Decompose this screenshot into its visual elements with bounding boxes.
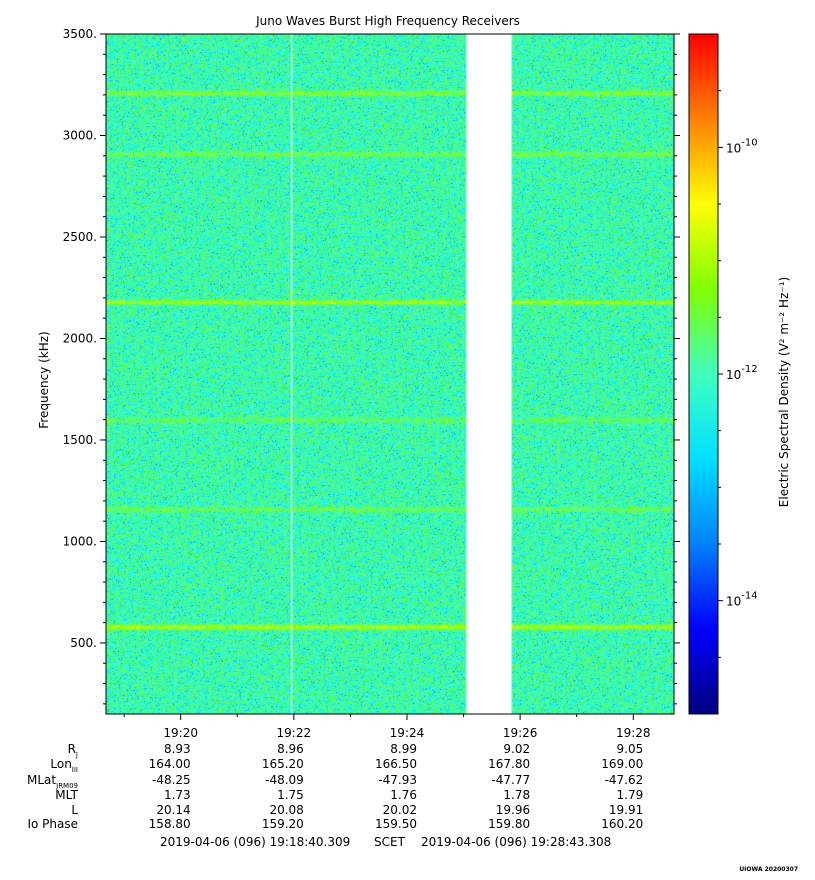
y-axis-label: Frequency (kHz)	[37, 331, 51, 428]
footer-end-time: 2019-04-06 (096) 19:28:43.308	[421, 835, 611, 849]
ephemeris-row-label: LonIII	[50, 757, 78, 774]
footer-start-time: 2019-04-06 (096) 19:18:40.309	[160, 835, 350, 849]
ephemeris-value: 169.00	[601, 757, 643, 771]
ephemeris-row-label: MLT	[55, 788, 78, 802]
ephemeris-value: 1.76	[390, 788, 417, 802]
ephemeris-value: 1.75	[277, 788, 304, 802]
x-tick-label: 19:26	[503, 726, 538, 740]
colorbar-tick-label: 10-10	[726, 137, 758, 155]
ephemeris-row-label: L	[71, 803, 78, 817]
ephemeris-value: -47.62	[605, 773, 644, 787]
colorbar-label: Electric Spectral Density (V² m⁻² Hz⁻¹)	[777, 277, 791, 507]
ephemeris-value: 19.91	[609, 803, 643, 817]
colorbar-gradient	[688, 33, 719, 715]
x-tick-label: 19:22	[277, 726, 312, 740]
ephemeris-value: 165.20	[262, 757, 304, 771]
ephemeris-value: 164.00	[149, 757, 191, 771]
ephemeris-value: 20.14	[156, 803, 190, 817]
ephemeris-value: 158.80	[149, 817, 191, 831]
ephemeris-value: -48.25	[152, 773, 191, 787]
colorbar-tick-label: 10-14	[726, 591, 758, 609]
ephemeris-value: 9.02	[503, 742, 530, 756]
ephemeris-value: 8.99	[390, 742, 417, 756]
y-tick-label: 500.	[70, 636, 97, 650]
x-axis: 19:20 19:22 19:24 19:26 19:28	[123, 714, 651, 740]
plot-area	[105, 33, 675, 715]
ephemeris-value: 19.96	[496, 803, 530, 817]
ephemeris-value: 1.79	[617, 788, 644, 802]
x-tick-label: 19:28	[616, 726, 651, 740]
ephemeris-value: -47.77	[491, 773, 530, 787]
ephemeris-value: 1.73	[164, 788, 191, 802]
ephemeris-value: 160.20	[601, 817, 643, 831]
ephemeris-value: 159.80	[488, 817, 530, 831]
ephemeris-value: 20.02	[383, 803, 417, 817]
ephemeris-row-label: MLatJRM09	[27, 773, 78, 790]
ephemeris-value: 9.05	[617, 742, 644, 756]
footer-scet-label: SCET	[374, 835, 406, 849]
spectrogram-image	[106, 34, 674, 714]
ephemeris-value: 166.50	[375, 757, 417, 771]
y-axis: 500. 1000. 1500. 2000. 2500. 3000. 3500.	[63, 27, 680, 705]
chart-title: Juno Waves Burst High Frequency Receiver…	[255, 14, 520, 28]
ephemeris-value: 159.50	[375, 817, 417, 831]
x-tick-label: 19:20	[163, 726, 198, 740]
ephemeris-value: 20.08	[269, 803, 303, 817]
credit-stamp: UIOWA 20200307	[739, 866, 798, 873]
y-tick-label: 2500.	[63, 230, 97, 244]
x-tick-label: 19:24	[390, 726, 425, 740]
y-tick-label: 1500.	[63, 433, 97, 447]
ephemeris-value: 8.96	[277, 742, 304, 756]
y-tick-label: 3000.	[63, 128, 97, 142]
ephemeris-value: 159.20	[262, 817, 304, 831]
colorbar-tick-label: 10-12	[726, 364, 758, 382]
ephemeris-value: 1.78	[503, 788, 530, 802]
y-tick-label: 3500.	[63, 27, 97, 41]
ephemeris-value: -47.93	[378, 773, 417, 787]
ephemeris-value: -48.09	[265, 773, 304, 787]
ephemeris-row-label: RJ	[68, 742, 78, 759]
ephemeris-table: RJ 8.93 8.96 8.99 9.02 9.05 LonIII 164.00 165.20…	[27, 742, 643, 831]
y-tick-label: 1000.	[63, 534, 97, 548]
plot-frame	[105, 33, 675, 715]
colorbar	[688, 33, 719, 715]
ephemeris-value: 8.93	[164, 742, 191, 756]
ephemeris-row-label: Io Phase	[27, 817, 78, 831]
ephemeris-value: 167.80	[488, 757, 530, 771]
y-tick-label: 2000.	[63, 331, 97, 345]
